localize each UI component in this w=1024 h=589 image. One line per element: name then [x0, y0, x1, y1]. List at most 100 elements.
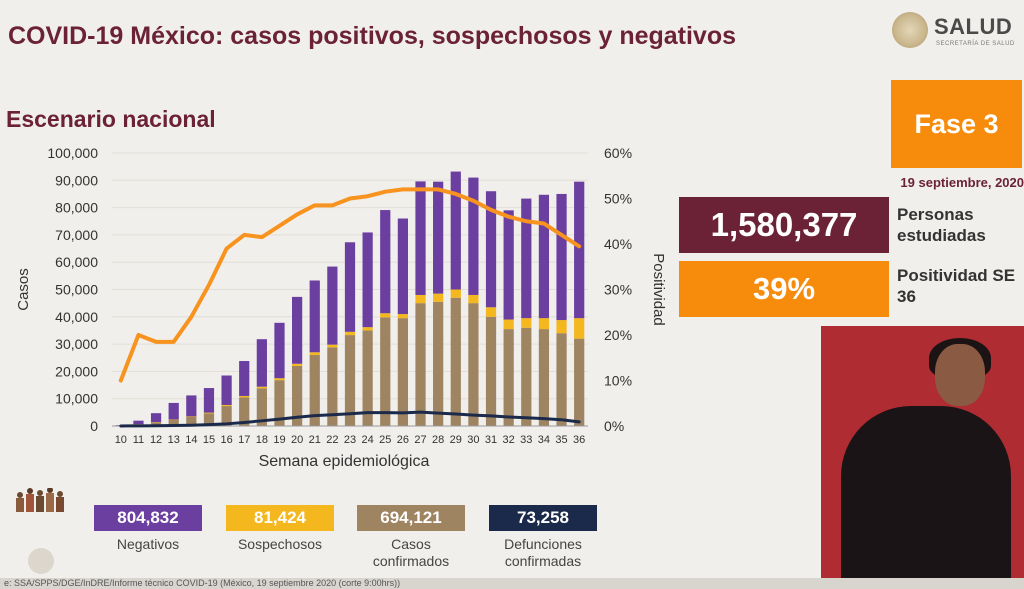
bar-casos-confirmados: [521, 327, 532, 426]
bar-sospechosos: [291, 363, 303, 366]
bar-casos-confirmados: [485, 316, 497, 426]
bar-sospechosos: [415, 294, 426, 304]
bar-negativos: [433, 181, 444, 294]
x-tick-label: 10: [115, 434, 127, 446]
bar-negativos: [362, 232, 373, 328]
bar-casos-confirmados: [150, 422, 162, 426]
x-tick-label: 33: [520, 434, 532, 446]
bar-sospechosos: [168, 419, 179, 421]
legend-deaths-value: 73,258: [489, 505, 597, 531]
y2-axis-title: Positividad: [650, 253, 667, 326]
bar-sospechosos: [186, 416, 197, 417]
legend-suspects: 81,424 Sospechosos: [226, 505, 334, 553]
bar-negativos: [309, 280, 320, 353]
x-tick-label: 31: [485, 434, 497, 446]
y-tick-label: 40,000: [55, 309, 98, 325]
legend-negatives: 804,832 Negativos: [94, 505, 202, 553]
crowd-icon: [16, 488, 64, 512]
legend-confirmed-value: 694,121: [357, 505, 465, 531]
x-tick-label: 26: [397, 434, 409, 446]
y2-tick-label: 20%: [604, 327, 632, 343]
salud-logo: SALUD SECRETARÍA DE SALUD: [886, 8, 1022, 54]
y-axis-title: Casos: [15, 268, 32, 311]
x-tick-label: 36: [573, 434, 585, 446]
y-tick-label: 20,000: [55, 363, 98, 379]
x-tick-label: 25: [379, 434, 391, 446]
bar-casos-confirmados: [239, 397, 250, 426]
bar-negativos: [291, 296, 303, 364]
cases-chart: 0 10,000 20,000 30,000 40,000 50,000 60,000 70,…: [15, 145, 667, 470]
bar-casos-confirmados: [468, 303, 479, 426]
bar-sospechosos: [380, 313, 391, 318]
x-tick-label: 15: [203, 434, 215, 446]
positivity-label: Positividad SE 36: [897, 266, 1016, 306]
bar-sospechosos: [327, 344, 338, 348]
legend-deaths-label: Defunciones confirmadas: [504, 536, 582, 569]
legend-confirmed-label: Casos confirmados: [372, 536, 450, 569]
y2-tick-label: 60%: [604, 145, 632, 161]
logo-subtext: SECRETARÍA DE SALUD: [936, 41, 1015, 47]
y2-tick-label: 10%: [604, 373, 632, 389]
bar-sospechosos: [362, 327, 373, 331]
bar-casos-confirmados: [433, 301, 444, 426]
bar-negativos: [221, 375, 232, 405]
x-tick-label: 32: [503, 434, 515, 446]
logo-text: SALUD: [934, 14, 1013, 39]
bar-sospechosos: [450, 289, 461, 298]
x-tick-label: 34: [538, 434, 550, 446]
bar-negativos: [203, 388, 215, 413]
bar-negativos: [450, 171, 461, 290]
line-positividad: [118, 187, 582, 383]
bar-casos-confirmados: [256, 388, 267, 426]
x-tick-label: 11: [133, 434, 144, 446]
y2-tick-label: 50%: [604, 191, 632, 207]
bar-negativos: [239, 361, 250, 396]
bar-sospechosos: [309, 352, 320, 356]
y-tick-label: 50,000: [55, 282, 98, 298]
bar-negativos: [344, 242, 356, 332]
studied-value: 1,580,377: [679, 197, 889, 253]
bar-casos-confirmados: [538, 329, 550, 426]
chart-subtitle: Escenario nacional: [6, 106, 216, 132]
bar-casos-confirmados: [380, 317, 391, 426]
bar-casos-confirmados: [556, 333, 567, 426]
x-tick-label: 18: [256, 434, 268, 446]
bar-casos-confirmados: [450, 297, 461, 426]
bar-casos-confirmados: [221, 406, 232, 426]
bar-negativos: [256, 339, 267, 387]
bar-negativos: [168, 402, 179, 420]
x-axis-title: Semana epidemiológica: [259, 453, 430, 470]
bar-sospechosos: [239, 395, 250, 398]
x-tick-label: 12: [150, 434, 162, 446]
phase-badge: Fase 3: [891, 80, 1022, 168]
bar-sospechosos: [556, 320, 567, 334]
interpreter-head: [935, 344, 985, 406]
bar-negativos: [468, 177, 479, 295]
x-tick-label: 35: [555, 434, 567, 446]
bar-negativos: [485, 191, 497, 308]
bar-casos-confirmados: [415, 303, 426, 426]
bar-casos-confirmados: [503, 329, 514, 426]
bar-casos-confirmados: [344, 335, 356, 426]
bar-negativos: [150, 413, 162, 423]
bar-negativos: [133, 420, 144, 425]
bar-negativos: [380, 210, 391, 314]
legend-suspects-label: Sospechosos: [237, 536, 323, 552]
source-footer: e: SSA/SPPS/DGE/InDRE/Informe técnico CO…: [0, 578, 1024, 589]
y2-tick-label: 40%: [604, 236, 632, 252]
legend-deaths: 73,258 Defunciones confirmadas: [489, 505, 597, 570]
legend-suspects-value: 81,424: [226, 505, 334, 531]
y-tick-label: 100,000: [47, 145, 98, 161]
sign-language-interpreter-video: [821, 326, 1024, 578]
bar-casos-confirmados: [397, 318, 409, 426]
bar-sospechosos: [203, 412, 215, 414]
bar-sospechosos: [274, 378, 285, 381]
bar-sospechosos: [344, 331, 356, 336]
x-tick-label: 28: [432, 434, 444, 446]
y2-tick-label: 30%: [604, 282, 632, 298]
bar-casos-confirmados: [203, 413, 215, 426]
bar-casos-confirmados: [291, 365, 303, 426]
y-tick-label: 80,000: [55, 200, 98, 216]
y-tick-label: 90,000: [55, 172, 98, 188]
bar-negativos: [556, 193, 567, 321]
